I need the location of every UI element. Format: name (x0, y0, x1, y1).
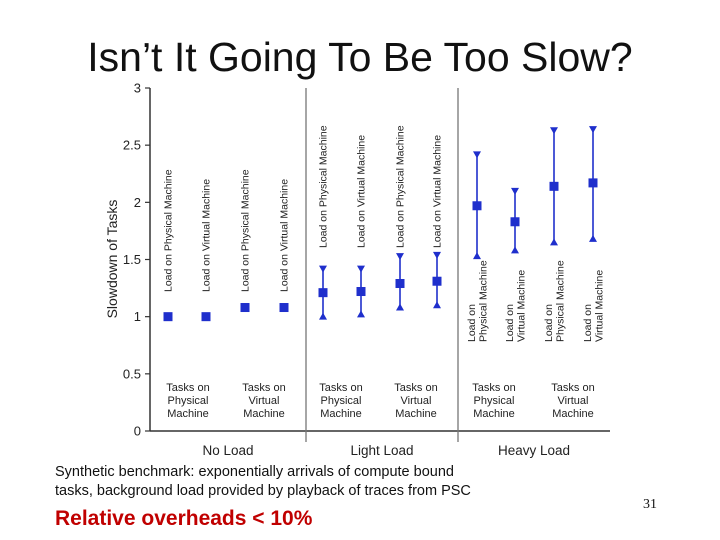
point-label: Load on Physical Machine (543, 260, 567, 342)
point-label-text: Load on Physical Machine (163, 169, 175, 292)
point-label: Load on Virtual Machine (356, 135, 368, 248)
y-tick-label: 2.5 (123, 138, 141, 153)
y-tick-label: 3 (134, 81, 141, 96)
mean-marker (395, 279, 405, 289)
category-label: Machine (552, 408, 594, 420)
point-label: Load on Physical Machine (395, 125, 407, 248)
point-label-text: Load on Virtual Machine (432, 135, 444, 248)
lower-marker (433, 301, 441, 309)
mean-marker (510, 217, 520, 227)
category-label: Machine (243, 408, 285, 420)
category-label: Virtual (401, 395, 432, 407)
y-tick-label: 1 (134, 309, 141, 324)
point-label-text: Load on (504, 304, 516, 342)
y-tick-label: 0.5 (123, 366, 141, 381)
y-tick-label: 2 (134, 195, 141, 210)
upper-marker (589, 126, 597, 134)
group-label: No Load (202, 443, 253, 458)
point-label-text: Virtual Machine (593, 270, 605, 342)
point-label-text: Load on (543, 304, 555, 342)
category-label: Tasks on (242, 382, 285, 394)
benchmark-caption: Synthetic benchmark: exponentially arriv… (55, 463, 555, 501)
lower-marker (550, 238, 558, 246)
mean-marker (356, 287, 366, 297)
point-label-text: Load on Virtual Machine (279, 179, 291, 292)
mean-marker (588, 178, 598, 188)
group-label: Light Load (350, 443, 413, 458)
y-tick-label: 1.5 (123, 252, 141, 267)
upper-marker (433, 251, 441, 259)
mean-marker (240, 303, 250, 313)
category-label: Machine (167, 408, 209, 420)
category-label: Virtual (558, 395, 589, 407)
category-label: Tasks on (394, 382, 437, 394)
lower-marker (396, 303, 404, 311)
conclusion-text: Relative overheads < 10% (55, 507, 313, 530)
point-label: Load on Virtual Machine (432, 135, 444, 248)
point-label-text: Physical Machine (477, 260, 489, 342)
y-tick-label: 0 (134, 424, 141, 439)
lower-marker (319, 312, 327, 320)
category-label: Physical (321, 395, 362, 407)
point-label: Load on Physical Machine (163, 169, 175, 292)
point-label: Load on Physical Machine (466, 260, 490, 342)
point-label: Load on Virtual Machine (504, 270, 528, 342)
mean-marker (318, 288, 328, 298)
lower-marker (589, 234, 597, 242)
category-label: Physical (168, 395, 209, 407)
category-label: Machine (320, 408, 362, 420)
slide-title: Isn’t It Going To Be Too Slow? (87, 34, 633, 80)
point-label-text: Load on Physical Machine (318, 125, 330, 248)
point-label-text: Load on Physical Machine (395, 125, 407, 248)
upper-marker (319, 265, 327, 273)
point-label: Load on Virtual Machine (279, 179, 291, 292)
lower-marker (511, 246, 519, 254)
upper-marker (473, 151, 481, 159)
category-label: Physical (474, 395, 515, 407)
mean-marker (201, 312, 211, 322)
category-label: Machine (395, 408, 437, 420)
mean-marker (472, 201, 482, 211)
point-label-text: Load on Physical Machine (240, 169, 252, 292)
point-label: Load on Physical Machine (240, 169, 252, 292)
point-label-text: Load on Virtual Machine (356, 135, 368, 248)
category-label: Virtual (249, 395, 280, 407)
caption-line-1: Synthetic benchmark: exponentially arriv… (55, 464, 454, 480)
category-label: Tasks on (551, 382, 594, 394)
lower-marker (473, 252, 481, 260)
point-label-text: Load on Virtual Machine (201, 179, 213, 292)
upper-marker (511, 187, 519, 195)
mean-marker (163, 312, 173, 322)
point-label-text: Virtual Machine (515, 270, 527, 342)
point-label-text: Load on (466, 304, 478, 342)
category-label: Tasks on (472, 382, 515, 394)
category-label: Tasks on (319, 382, 362, 394)
upper-marker (357, 265, 365, 273)
category-label: Machine (473, 408, 515, 420)
point-label: Load on Physical Machine (318, 125, 330, 248)
mean-marker (432, 276, 442, 286)
mean-marker (549, 181, 559, 191)
category-label: Tasks on (166, 382, 209, 394)
upper-marker (396, 253, 404, 261)
mean-marker (279, 303, 289, 313)
caption-line-2: tasks, background load provided by playb… (55, 483, 471, 499)
point-label: Load on Virtual Machine (582, 270, 606, 342)
slide-number: 31 (643, 497, 657, 512)
lower-marker (357, 310, 365, 318)
point-label-text: Physical Machine (554, 260, 566, 342)
group-label: Heavy Load (498, 443, 570, 458)
y-axis-label: Slowdown of Tasks (104, 200, 120, 319)
point-label: Load on Virtual Machine (201, 179, 213, 292)
point-label-text: Load on (582, 304, 594, 342)
upper-marker (550, 127, 558, 135)
